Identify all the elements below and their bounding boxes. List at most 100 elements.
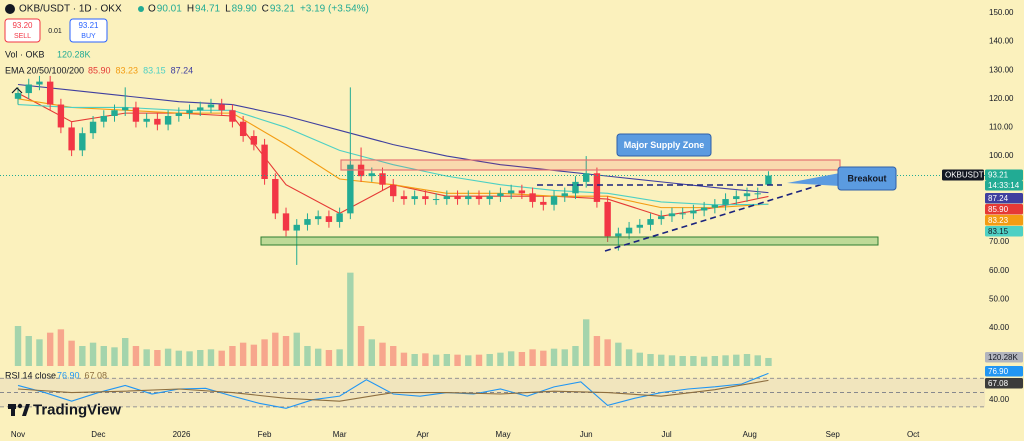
ema-line (17, 103, 769, 206)
volume-bar (390, 346, 397, 366)
candle-body (658, 216, 665, 220)
rsi-tag: 76.90 (988, 367, 1009, 376)
x-tick-label: Nov (11, 430, 25, 439)
volume-bar (36, 339, 43, 366)
symbol-icon (5, 4, 15, 14)
volume-bar (411, 354, 418, 366)
volume-bar (529, 349, 536, 366)
volume-bar (100, 346, 107, 366)
volume-bar (347, 272, 354, 366)
candle-body (336, 213, 343, 222)
volume-bar (572, 346, 579, 366)
volume-bar (336, 349, 343, 366)
ema-tag-box (985, 215, 1023, 226)
ema-tag: 83.23 (988, 216, 1009, 225)
volume-bar (154, 350, 161, 366)
volume-bar (733, 354, 740, 366)
candle-body (411, 196, 418, 200)
trend-line (604, 183, 824, 252)
candle-body (529, 193, 536, 202)
volume-bar (325, 350, 333, 366)
candle-body (540, 201, 547, 205)
candle-body (111, 110, 118, 116)
candle-body (754, 193, 761, 195)
volume-bar (239, 342, 247, 366)
candle-body (561, 193, 568, 197)
candle-body (379, 173, 386, 185)
volume-bar (25, 336, 32, 366)
buy-price: 93.21 (78, 21, 99, 30)
x-tick-label: Jun (580, 430, 593, 439)
candle-body (239, 121, 247, 137)
x-tick-label: Jul (661, 430, 671, 439)
volume-bar (700, 356, 708, 366)
volume-bar (197, 350, 204, 366)
volume-bar (765, 357, 772, 366)
sell-price: 93.20 (12, 21, 33, 30)
sell-button[interactable] (4, 18, 41, 43)
ohlc-value: 90.01 (157, 4, 182, 15)
candle-body (186, 110, 193, 114)
y-tick-label: 60.00 (989, 266, 1010, 275)
x-tick-label: Feb (258, 430, 272, 439)
volume-bar (218, 350, 225, 366)
ema-tag: 83.15 (988, 227, 1009, 236)
logo-mark (11, 404, 15, 416)
symbol-title[interactable]: OKB/USDT · 1D · OKX (19, 4, 122, 15)
rsi-line (17, 379, 769, 402)
candle-body (432, 199, 440, 201)
x-tick-label: Oct (907, 430, 920, 439)
volume-tag: 120.28K (988, 353, 1018, 362)
supply-callout-text: Major Supply Zone (624, 140, 705, 150)
buy-button[interactable] (69, 18, 108, 43)
candle-body (79, 133, 86, 151)
volume-bar (475, 354, 483, 366)
volume-tag-box (985, 352, 1023, 363)
candle-body (68, 127, 75, 151)
ohlc-key: H (187, 4, 194, 15)
volume-bar (422, 353, 429, 366)
ema-legend-value: 83.23 (116, 65, 139, 75)
candle-body (615, 233, 622, 237)
candle-body (743, 193, 751, 197)
ohlc-key: O (148, 4, 156, 15)
ohlc-change: +3.19 (+3.54%) (300, 4, 369, 15)
rsi-legend-value: 76.90 (57, 370, 80, 380)
volume-bar (486, 354, 493, 366)
plot-area: 150.00 140.00 130.00 120.00 110.00 100.00 70.0… (0, 8, 1014, 439)
volume-bar (207, 349, 215, 366)
volume-legend-value: 120.28K (57, 49, 91, 59)
candle-body (572, 181, 579, 194)
volume-bar (636, 352, 643, 366)
candle-body (325, 216, 333, 222)
candle-body (229, 110, 236, 122)
sell-label: SELL (14, 33, 31, 40)
candle-body (507, 190, 515, 194)
volume-bar (754, 355, 761, 366)
rsi-legend: RSI 14 close (5, 370, 56, 380)
collapse-chevron[interactable] (11, 87, 23, 94)
volume-bar (711, 356, 719, 366)
candle-body (733, 196, 740, 200)
rsi-ma-tag: 67.08 (988, 379, 1009, 388)
ema-tag-box (985, 226, 1023, 237)
breakout-pointer (787, 173, 840, 186)
volume-bar (261, 339, 268, 366)
volume-bar (497, 352, 504, 366)
volume-bar (454, 354, 461, 366)
candle-body (550, 196, 558, 205)
y-tick-label: 150.00 (989, 8, 1014, 17)
volume-bar (690, 356, 697, 366)
y-tick-label: 140.00 (989, 37, 1014, 46)
volume-bar (432, 354, 440, 366)
volume-bar (46, 332, 54, 366)
rsi-legend-value: 67.08 (85, 370, 108, 380)
volume-bar (122, 338, 129, 366)
candle-body (143, 118, 150, 122)
candle-body (57, 104, 65, 128)
y-tick-label: 110.00 (989, 123, 1013, 132)
volume-bar (518, 352, 526, 366)
rsi-tag-box (985, 366, 1023, 377)
volume-bar (132, 346, 140, 366)
